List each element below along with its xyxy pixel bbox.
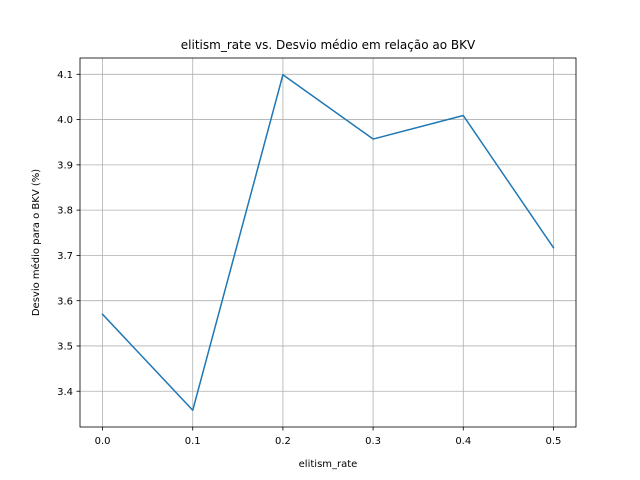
y-axis-label: Desvio médio para o BKV (%) bbox=[30, 169, 42, 316]
x-axis-label: elitism_rate bbox=[299, 459, 358, 470]
x-axis-ticks: 0.0 0.1 0.2 0.3 0.4 0.5 bbox=[95, 427, 562, 447]
y-tick-label: 3.6 bbox=[57, 296, 73, 307]
x-tick-label: 0.2 bbox=[275, 436, 291, 447]
x-tick-label: 0.0 bbox=[95, 436, 111, 447]
y-tick-label: 3.9 bbox=[57, 160, 73, 171]
x-tick-label: 0.5 bbox=[546, 436, 562, 447]
y-tick-label: 3.7 bbox=[57, 251, 73, 262]
plot-frame bbox=[79, 57, 577, 428]
x-tick-label: 0.4 bbox=[455, 436, 471, 447]
chart-title: elitism_rate vs. Desvio médio em relação… bbox=[181, 38, 476, 52]
series-line bbox=[101, 74, 555, 411]
y-tick-label: 4.0 bbox=[57, 115, 73, 126]
y-tick-label: 3.5 bbox=[57, 342, 73, 353]
y-tick-label: 3.8 bbox=[57, 206, 73, 217]
series-layer bbox=[101, 74, 555, 411]
grid bbox=[80, 58, 576, 427]
x-tick-label: 0.1 bbox=[185, 436, 201, 447]
y-axis-ticks: 3.4 3.5 3.6 3.7 3.8 3.9 4.0 4.1 bbox=[57, 70, 80, 398]
y-tick-label: 3.4 bbox=[57, 387, 73, 398]
y-tick-label: 4.1 bbox=[57, 70, 73, 81]
x-tick-label: 0.3 bbox=[365, 436, 381, 447]
